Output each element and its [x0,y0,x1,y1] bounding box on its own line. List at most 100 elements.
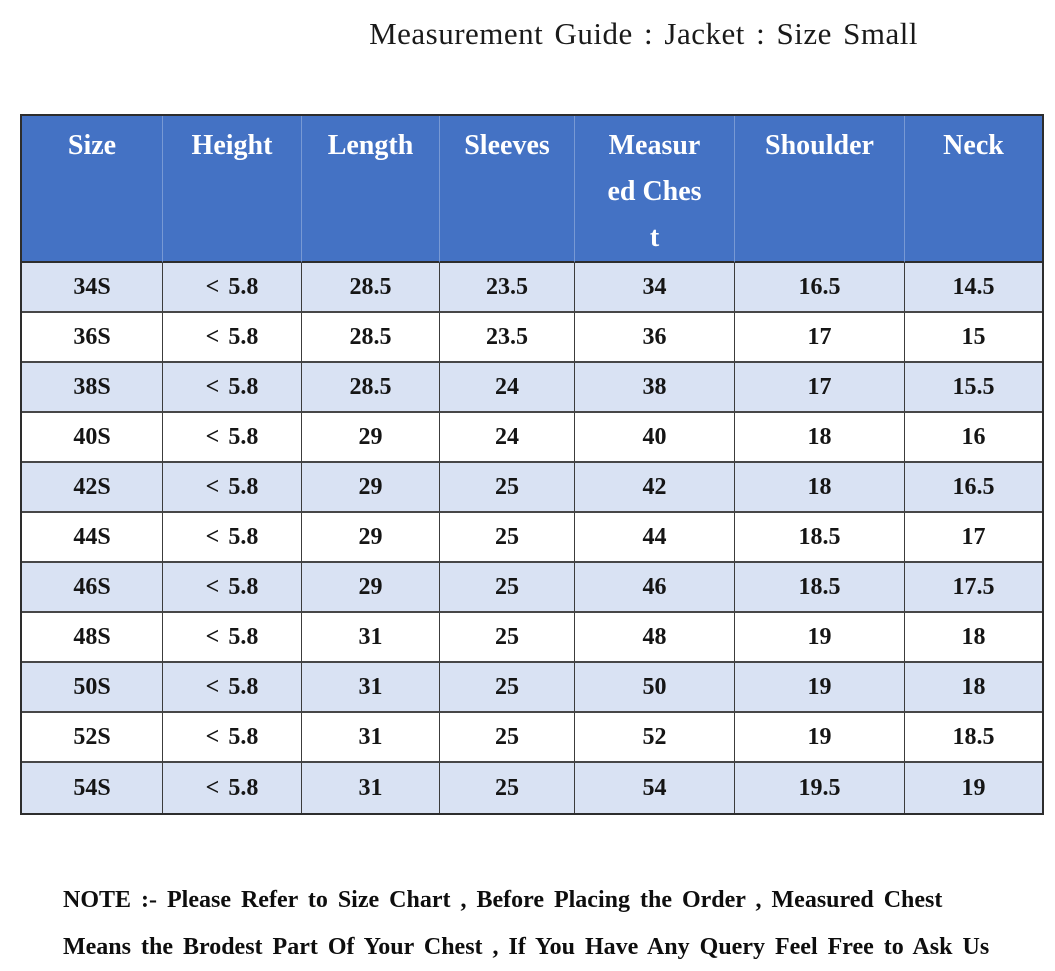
value-cell: < 5.8 [163,363,302,413]
value-cell: 18 [905,663,1042,713]
table-row-48s: 48S < 5.8 31 25 48 19 18 [22,613,1042,663]
value-cell: 40 [575,413,735,463]
value-cell: 25 [440,763,575,813]
table-header: Size Height Length Sleeves Measured Chest Sho… [22,116,1042,263]
value-cell: 15.5 [905,363,1042,413]
value-cell: 28.5 [302,363,440,413]
value-cell: 24 [440,363,575,413]
value-cell: 17.5 [905,563,1042,613]
value-cell: 25 [440,463,575,513]
value-cell: < 5.8 [163,663,302,713]
column-header-length: Length [302,116,440,263]
value-cell: 25 [440,713,575,763]
size-cell: 40S [22,413,163,463]
size-cell: 36S [22,313,163,363]
value-cell: 18.5 [735,513,905,563]
column-header-measured-chest: Measured Chest [575,116,735,263]
value-cell: 23.5 [440,313,575,363]
size-cell: 38S [22,363,163,413]
value-cell: 19 [735,663,905,713]
note-line-1: NOTE :- Please Refer to Size Chart , Bef… [63,887,943,913]
value-cell: 18 [735,413,905,463]
value-cell: 16.5 [905,463,1042,513]
value-cell: < 5.8 [163,763,302,813]
value-cell: < 5.8 [163,463,302,513]
value-cell: 29 [302,413,440,463]
value-cell: 19 [735,713,905,763]
value-cell: 31 [302,763,440,813]
value-cell: 48 [575,613,735,663]
table-row-52s: 52S < 5.8 31 25 52 19 18.5 [22,713,1042,763]
value-cell: 25 [440,513,575,563]
value-cell: 28.5 [302,313,440,363]
value-cell: 18.5 [905,713,1042,763]
value-cell: 17 [905,513,1042,563]
value-cell: 14.5 [905,263,1042,313]
value-cell: 24 [440,413,575,463]
column-header-height: Height [163,116,302,263]
value-cell: 31 [302,613,440,663]
value-cell: 18 [735,463,905,513]
value-cell: 31 [302,713,440,763]
table-row-44s: 44S < 5.8 29 25 44 18.5 17 [22,513,1042,563]
value-cell: 18.5 [735,563,905,613]
value-cell: 50 [575,663,735,713]
note-line-2: Means the Brodest Part Of Your Chest , I… [63,934,990,960]
table-row-42s: 42S < 5.8 29 25 42 18 16.5 [22,463,1042,513]
value-cell: 23.5 [440,263,575,313]
value-cell: 42 [575,463,735,513]
value-cell: 19.5 [735,763,905,813]
value-cell: < 5.8 [163,263,302,313]
value-cell: 36 [575,313,735,363]
column-header-shoulder: Shoulder [735,116,905,263]
value-cell: 15 [905,313,1042,363]
size-cell: 46S [22,563,163,613]
table-body: 34S < 5.8 28.5 23.5 34 16.5 14.5 36S < 5.8 28.5 23… [22,263,1042,813]
value-cell: 31 [302,663,440,713]
value-cell: < 5.8 [163,313,302,363]
value-cell: 18 [905,613,1042,663]
value-cell: 54 [575,763,735,813]
value-cell: 29 [302,563,440,613]
column-header-neck: Neck [905,116,1042,263]
table-row-46s: 46S < 5.8 29 25 46 18.5 17.5 [22,563,1042,613]
value-cell: 16.5 [735,263,905,313]
value-cell: < 5.8 [163,613,302,663]
size-chart-table: Size Height Length Sleeves Measured Chest Sho… [20,114,1044,815]
value-cell: < 5.8 [163,413,302,463]
note: NOTE :- Please Refer to Size Chart , Bef… [63,877,1025,971]
value-cell: 29 [302,513,440,563]
header-row: Size Height Length Sleeves Measured Chest Sho… [22,116,1042,263]
value-cell: 16 [905,413,1042,463]
value-cell: < 5.8 [163,713,302,763]
value-cell: 25 [440,563,575,613]
table-row-40s: 40S < 5.8 29 24 40 18 16 [22,413,1042,463]
table-row-50s: 50S < 5.8 31 25 50 19 18 [22,663,1042,713]
value-cell: 38 [575,363,735,413]
table-row-34s: 34S < 5.8 28.5 23.5 34 16.5 14.5 [22,263,1042,313]
value-cell: 29 [302,463,440,513]
value-cell: 44 [575,513,735,563]
value-cell: 19 [735,613,905,663]
column-header-sleeves: Sleeves [440,116,575,263]
value-cell: 25 [440,613,575,663]
value-cell: 25 [440,663,575,713]
value-cell: 17 [735,363,905,413]
size-cell: 44S [22,513,163,563]
value-cell: 34 [575,263,735,313]
size-cell: 52S [22,713,163,763]
value-cell: 19 [905,763,1042,813]
value-cell: 46 [575,563,735,613]
value-cell: 52 [575,713,735,763]
table-row-38s: 38S < 5.8 28.5 24 38 17 15.5 [22,363,1042,413]
size-cell: 42S [22,463,163,513]
size-cell: 50S [22,663,163,713]
table-row-36s: 36S < 5.8 28.5 23.5 36 17 15 [22,313,1042,363]
size-cell: 34S [22,263,163,313]
table-row-54s: 54S < 5.8 31 25 54 19.5 19 [22,763,1042,813]
size-cell: 48S [22,613,163,663]
page-title: Measurement Guide : Jacket : Size Small [369,16,918,51]
column-header-size: Size [22,116,163,263]
value-cell: 28.5 [302,263,440,313]
